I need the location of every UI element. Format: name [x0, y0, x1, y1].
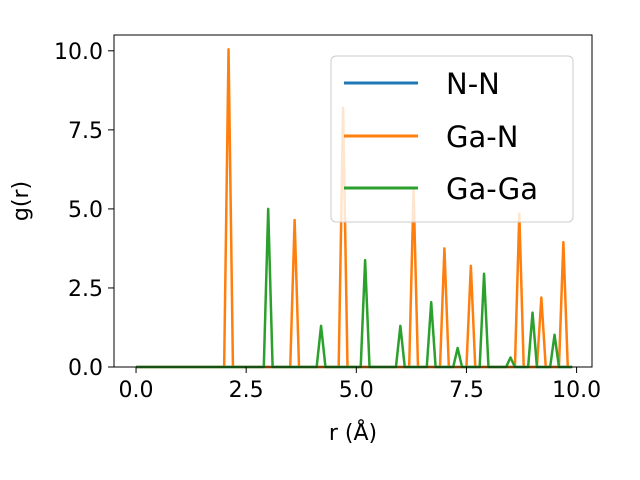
plot-frame — [113, 34, 593, 368]
legend-label-n-n: N-N — [446, 67, 500, 101]
x-tick-label: 5.0 — [339, 378, 374, 403]
x-axis-label: r (Å) — [329, 419, 377, 446]
y-tick-label: 0.0 — [68, 356, 103, 381]
y-tick-label: 10.0 — [54, 40, 103, 65]
x-tick-label: 7.5 — [449, 378, 484, 403]
x-tick-label: 2.5 — [229, 378, 264, 403]
y-tick-label: 5.0 — [68, 198, 103, 223]
y-tick-label: 7.5 — [68, 119, 103, 144]
y-axis-label: g(r) — [9, 181, 34, 221]
legend: N-N Ga-N Ga-Ga — [330, 55, 574, 223]
x-tick-label: 0.0 — [119, 378, 154, 403]
series-line-ga-n — [136, 47, 573, 369]
legend-box — [330, 55, 574, 223]
x-tick-label: 10.0 — [552, 378, 601, 403]
y-tick-label: 2.5 — [68, 277, 103, 302]
ticks-layer: 0.0 2.5 5.0 7.5 10.0 0.0 2.5 5.0 7.5 10.0 — [54, 40, 601, 403]
legend-label-ga-ga: Ga-Ga — [446, 172, 538, 206]
legend-label-ga-n: Ga-N — [446, 120, 518, 154]
